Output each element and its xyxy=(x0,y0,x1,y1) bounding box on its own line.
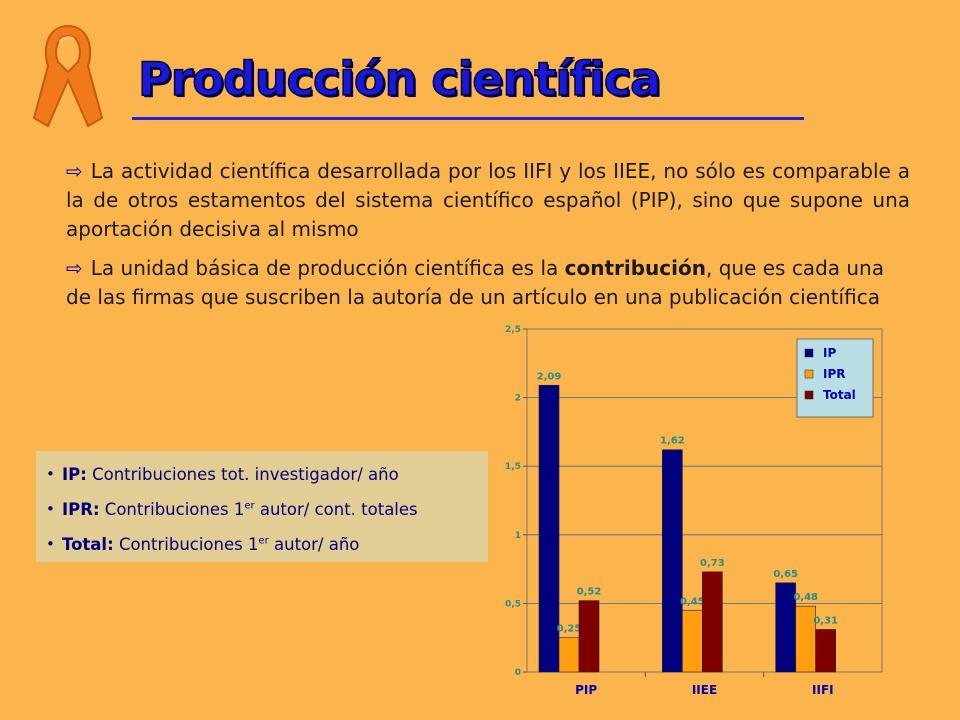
data-label: 2,09 xyxy=(537,371,562,382)
x-tick-label: IIEE xyxy=(692,683,717,697)
legend-swatch-total xyxy=(804,390,814,400)
data-label: 0,52 xyxy=(577,587,602,598)
paragraph-unidad: ⇨ La unidad básica de producción científi… xyxy=(66,254,910,312)
definition-text: Contribuciones 1 xyxy=(118,535,259,554)
data-label: 0,45 xyxy=(680,596,705,607)
y-tick-label: 0,5 xyxy=(505,599,521,609)
y-tick-label: 0 xyxy=(515,668,521,678)
data-label: 0,65 xyxy=(773,569,798,580)
paragraph-text: La actividad científica desarrollada por… xyxy=(66,159,910,241)
definition-sup: er xyxy=(244,500,255,512)
definition-rest: autor/ año xyxy=(268,535,360,554)
legend-label-total: Total xyxy=(823,388,856,402)
x-tick-label: PIP xyxy=(575,683,597,697)
title-underline xyxy=(132,117,804,120)
data-label: 1,62 xyxy=(660,436,685,447)
arrow-right-icon: ⇨ xyxy=(66,159,83,183)
definition-text: Contribuciones tot. investigador/ año xyxy=(92,465,399,484)
bar-ipr-iiee xyxy=(682,609,703,673)
bar-ip-iiee xyxy=(662,449,683,673)
paragraph-text-before: La unidad básica de producción científic… xyxy=(90,256,565,280)
definition-rest: autor/ cont. totales xyxy=(254,500,418,519)
definition-term: Total: xyxy=(62,535,114,554)
y-tick-label: 1,5 xyxy=(505,462,521,472)
legend-swatch-ipr xyxy=(804,369,814,379)
paragraph-actividad: ⇨ La actividad científica desarrollada po… xyxy=(66,157,910,244)
definition-item-ip: IP: Contribuciones tot. investigador/ añ… xyxy=(46,457,488,492)
y-tick-label: 2 xyxy=(515,394,521,404)
bar-chart: 0 0,5 1 1,5 2 2,5 2,09 0,25 0,52 PIP 1,62 0,45 0,73 I… xyxy=(505,325,883,697)
legend-label-ipr: IPR xyxy=(823,367,846,381)
definition-term: IP: xyxy=(62,465,87,484)
definition-text: Contribuciones 1 xyxy=(104,500,245,519)
data-label: 0,73 xyxy=(700,558,725,569)
page-title: Producción científica xyxy=(137,51,662,107)
paragraph-bold-term: contribución xyxy=(564,256,706,280)
definition-sup: er xyxy=(258,535,269,547)
x-tick-label: IIFI xyxy=(812,683,834,697)
bar-total-iiee xyxy=(702,571,723,673)
bar-total-pip xyxy=(578,600,600,673)
definition-item-total: Total: Contribuciones 1er autor/ año xyxy=(46,527,488,562)
definition-item-ipr: IPR: Contribuciones 1er autor/ cont. tot… xyxy=(46,492,488,527)
definitions-box: IP: Contribuciones tot. investigador/ añ… xyxy=(36,451,488,562)
bar-total-iifi xyxy=(815,629,836,673)
y-tick-label: 1 xyxy=(515,531,521,541)
definition-term: IPR: xyxy=(62,500,100,519)
data-label: 0,31 xyxy=(813,615,838,626)
awareness-ribbon-icon xyxy=(32,24,104,128)
legend-label-ip: IP xyxy=(823,346,836,360)
bar-ip-pip xyxy=(538,384,560,673)
arrow-right-icon: ⇨ xyxy=(66,256,83,280)
bar-ipr-pip xyxy=(558,637,580,673)
paragraph-text-after: , que es cada una de las firmas que susc… xyxy=(66,256,884,309)
data-label: 0,48 xyxy=(793,592,818,603)
data-label: 0,25 xyxy=(557,624,582,635)
y-tick-label: 2,5 xyxy=(505,325,521,335)
legend-swatch-ip xyxy=(804,348,814,358)
